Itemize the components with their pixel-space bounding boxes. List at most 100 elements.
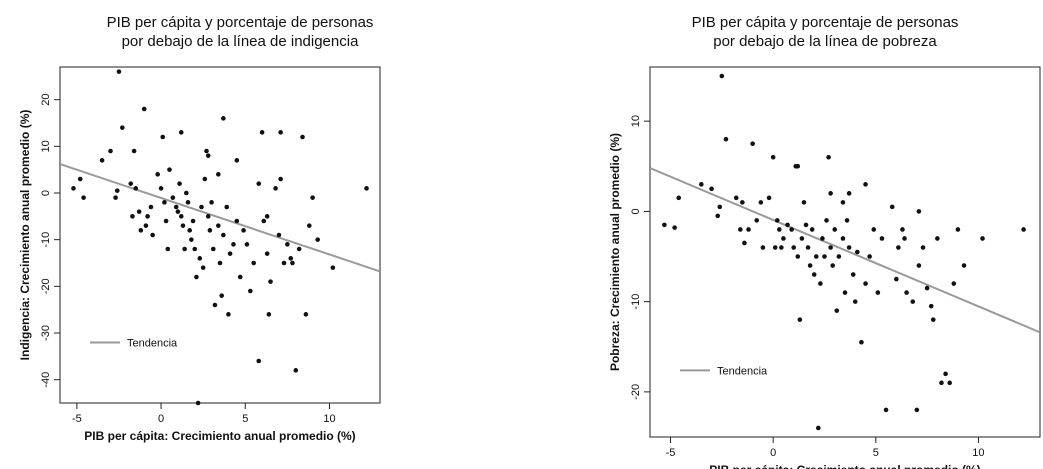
chart1-point bbox=[173, 204, 179, 210]
chart1-point bbox=[81, 195, 86, 200]
chart1-point bbox=[268, 279, 273, 284]
chart2-title-line2: por debajo de la línea de pobreza bbox=[713, 33, 937, 50]
chart1-point bbox=[261, 218, 267, 224]
chart2-point bbox=[910, 299, 916, 304]
chart2-point bbox=[1021, 227, 1026, 232]
chart1-point bbox=[114, 188, 120, 193]
chart1-point bbox=[216, 223, 221, 228]
chart1-point bbox=[288, 256, 294, 261]
chart2-point bbox=[811, 272, 817, 277]
chart2-point bbox=[824, 218, 829, 223]
chart1-point bbox=[71, 186, 76, 191]
chart1-point bbox=[148, 204, 154, 210]
chart2-point bbox=[715, 213, 721, 219]
chart1-point bbox=[204, 148, 209, 154]
chart1-point bbox=[237, 274, 243, 280]
chart1-point bbox=[256, 181, 262, 186]
chart2-point bbox=[916, 209, 922, 214]
chart1-trend-line bbox=[60, 163, 380, 273]
chart2-point bbox=[709, 186, 714, 192]
chart1-xtick-label: 0 bbox=[158, 413, 164, 425]
chart1-point bbox=[145, 214, 150, 219]
chart1-point bbox=[306, 223, 312, 228]
chart2-point bbox=[760, 245, 766, 250]
chart2-ytick-label: 0 bbox=[630, 208, 642, 214]
chart2-point bbox=[855, 249, 860, 255]
chart2-point bbox=[717, 204, 723, 210]
chart1-point bbox=[175, 209, 181, 214]
chart2-point bbox=[846, 245, 852, 250]
chart1-point bbox=[216, 172, 221, 177]
chart1-point bbox=[276, 232, 282, 238]
chart1-point bbox=[113, 195, 118, 200]
chart1-point bbox=[259, 130, 265, 135]
chart2-point bbox=[928, 303, 934, 309]
chart1-point bbox=[189, 237, 194, 242]
chart1-point bbox=[177, 181, 182, 186]
chart2-point bbox=[795, 254, 801, 259]
chart2-point bbox=[795, 163, 801, 169]
chart1-title-line2: por debajo de la línea de indigencia bbox=[121, 33, 359, 50]
chart1-point bbox=[227, 251, 233, 256]
chart1-point bbox=[197, 256, 203, 261]
chart2-xtick-label: 5 bbox=[873, 447, 879, 459]
chart2-ytick-label: 10 bbox=[630, 115, 642, 127]
chart1-ylabel: Indigencia: Crecimiento anual promedio (… bbox=[18, 110, 32, 361]
chart2-point bbox=[955, 227, 961, 232]
chart2-point bbox=[834, 308, 840, 313]
chart1-point bbox=[194, 274, 199, 280]
chart1-ytick-label: 20 bbox=[40, 94, 52, 106]
chart1-xtick-label: 10 bbox=[323, 413, 335, 425]
chart1-point bbox=[285, 242, 290, 247]
chart1-point bbox=[266, 312, 272, 317]
chart2-point bbox=[830, 263, 835, 268]
chart2-point bbox=[822, 254, 827, 259]
chart1-point bbox=[231, 242, 236, 247]
chart2-point bbox=[894, 276, 899, 282]
chart2-point bbox=[738, 227, 743, 232]
chart2-point bbox=[951, 281, 957, 286]
chart1-point bbox=[143, 223, 149, 228]
chart1-point bbox=[210, 246, 216, 252]
chart2-point bbox=[733, 195, 739, 201]
chart2-point bbox=[832, 227, 838, 232]
chart1-point bbox=[141, 106, 147, 112]
chart2-point bbox=[754, 218, 760, 223]
chart2-point bbox=[789, 227, 794, 232]
chart2-point bbox=[914, 407, 920, 413]
chart1-point bbox=[77, 176, 83, 182]
chart1-xtick-label: 5 bbox=[242, 413, 248, 425]
chart1-point bbox=[330, 265, 336, 270]
chart2-point bbox=[920, 245, 926, 250]
chart2-point bbox=[809, 227, 815, 232]
chart1-point bbox=[165, 246, 171, 252]
chart2-point bbox=[779, 245, 784, 250]
chart2-point bbox=[935, 236, 940, 241]
chart2-point bbox=[676, 195, 682, 201]
chart2-point bbox=[889, 204, 895, 210]
chart1-ytick-label: -10 bbox=[40, 232, 52, 248]
chart1-point bbox=[256, 358, 262, 364]
chart2-point bbox=[672, 225, 677, 230]
chart1-point bbox=[158, 186, 164, 191]
chart1-frame bbox=[59, 66, 381, 404]
chart1-point bbox=[120, 125, 125, 130]
chart2-plot: -5 0 5 10 -20 -10 0 10 PIB per cápita: Crecimien… bbox=[608, 66, 1041, 469]
chart1-point bbox=[155, 172, 160, 177]
chart1-point bbox=[278, 130, 283, 135]
chart1-point bbox=[162, 200, 167, 205]
chart1-point bbox=[205, 214, 211, 219]
chart1-title: PIB per cápita y porcentaje de personas … bbox=[40, 13, 440, 51]
chart2-point bbox=[818, 281, 823, 286]
chart2-point bbox=[740, 200, 745, 205]
chart2-xtick-label: 10 bbox=[972, 447, 984, 459]
chart1-point bbox=[182, 246, 187, 252]
chart2-point bbox=[863, 281, 868, 286]
chart2-point bbox=[820, 236, 825, 241]
chart1-point bbox=[133, 186, 139, 191]
chart1-point bbox=[226, 312, 231, 317]
chart1-point bbox=[273, 186, 278, 191]
chart2-point bbox=[916, 263, 922, 268]
chart1-ytick-label: -20 bbox=[40, 278, 52, 294]
